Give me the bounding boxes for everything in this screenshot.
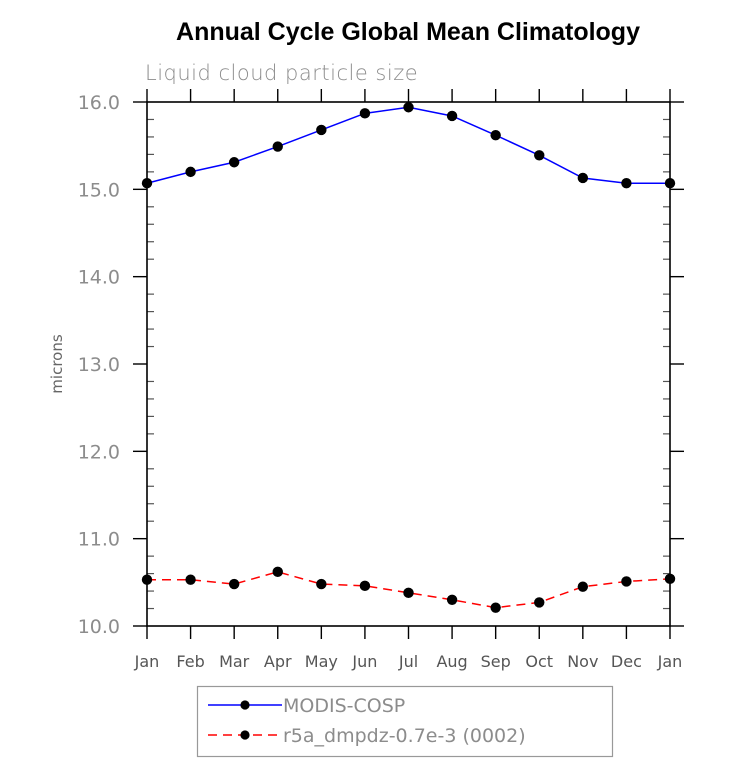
y-tick-label: 13.0	[78, 354, 120, 376]
x-tick-label: Nov	[567, 652, 598, 671]
y-tick-labels: 10.0 11.0 12.0 13.0 14.0 15.0 16.0	[78, 92, 120, 638]
x-tick-label: Dec	[611, 652, 642, 671]
x-tick-labels: Jan Feb Mar Apr May Jun Jul Aug Sep Oct Nov Dec Jan	[134, 652, 683, 671]
data-point	[403, 587, 414, 599]
x-tick-label: May	[305, 652, 338, 671]
legend-box	[196, 685, 614, 758]
legend: MODIS-COSP r5a_dmpdz-0.7e-3 (0002)	[196, 685, 614, 758]
chart-subtitle: Liquid cloud particle size	[145, 61, 418, 85]
data-point	[359, 108, 371, 119]
data-point	[403, 102, 414, 113]
x-tick-label: Feb	[176, 652, 204, 671]
plot-frame	[146, 101, 671, 627]
legend-marker	[240, 730, 250, 740]
x-tick-label: Apr	[264, 652, 292, 671]
y-axis-label: microns	[48, 334, 66, 394]
data-point	[185, 574, 196, 585]
legend-item: MODIS-COSP	[208, 695, 405, 717]
data-point	[316, 124, 327, 136]
y-tick-label: 14.0	[78, 267, 120, 289]
x-tick-label: Jan	[134, 652, 160, 671]
data-point	[534, 597, 545, 608]
y-tick-label: 15.0	[78, 179, 120, 201]
x-tick-label: Jan	[657, 652, 683, 671]
data-point	[490, 602, 501, 613]
data-point	[228, 578, 240, 590]
data-point	[446, 594, 458, 605]
x-tick-label: Jul	[398, 652, 418, 671]
y-tick-label: 12.0	[78, 441, 120, 463]
y-tick-label: 11.0	[78, 529, 120, 551]
data-point	[577, 172, 589, 184]
plot-series	[141, 102, 676, 613]
x-tick-label: Jun	[351, 652, 377, 671]
series-line	[146, 106, 670, 184]
data-point	[621, 178, 632, 189]
data-point	[490, 129, 501, 141]
legend-label: MODIS-COSP	[283, 695, 405, 717]
series-0	[141, 102, 676, 189]
legend-item: r5a_dmpdz-0.7e-3 (0002)	[208, 725, 526, 747]
data-point	[185, 166, 196, 178]
data-point	[316, 578, 327, 590]
x-tick-label: Oct	[525, 652, 553, 671]
axis-ticks	[133, 89, 684, 639]
x-tick-label: Aug	[436, 652, 467, 671]
data-point	[534, 150, 545, 161]
data-point	[272, 141, 283, 152]
y-tick-label: 10.0	[78, 616, 120, 638]
data-point	[446, 110, 458, 122]
data-point	[228, 157, 240, 168]
y-tick-label: 16.0	[78, 92, 120, 114]
series-1	[141, 566, 676, 613]
chart-title: Annual Cycle Global Mean Climatology	[176, 18, 640, 46]
x-tick-label: Mar	[219, 652, 250, 671]
data-point	[359, 580, 371, 592]
legend-label: r5a_dmpdz-0.7e-3 (0002)	[283, 725, 526, 747]
data-point	[577, 581, 589, 592]
data-point	[272, 566, 283, 578]
legend-marker	[240, 700, 250, 710]
data-point	[621, 576, 632, 587]
x-tick-label: Sep	[481, 652, 511, 671]
